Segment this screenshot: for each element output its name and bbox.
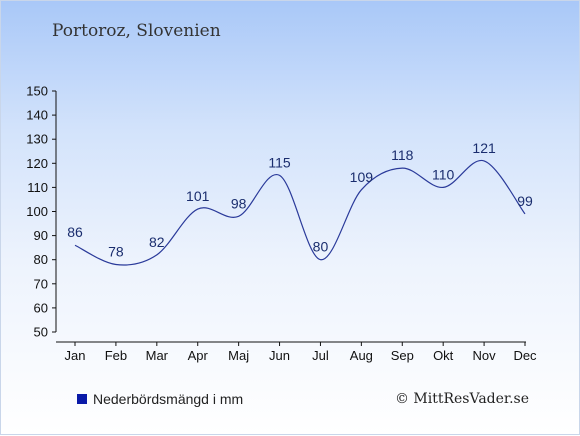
- y-tick-label: 90: [34, 228, 48, 243]
- x-tick-label: Dec: [513, 348, 537, 363]
- y-tick-label: 50: [34, 325, 48, 340]
- y-tick-label: 130: [26, 132, 48, 147]
- x-tick-label: Apr: [188, 348, 209, 363]
- data-label: 121: [472, 140, 496, 156]
- legend-swatch: [77, 394, 87, 404]
- x-tick-label: Sep: [391, 348, 414, 363]
- x-tick-label: Maj: [228, 348, 249, 363]
- x-ticks: Jan Feb Mar Apr Maj Jun Jul Aug Sep Okt Nov Dec: [65, 342, 537, 363]
- legend-label: Nederbördsmängd i mm: [93, 391, 244, 407]
- y-tick-label: 110: [27, 180, 48, 195]
- series-line: [74, 160, 526, 266]
- data-label: 99: [517, 193, 533, 209]
- y-tick-label: 150: [26, 84, 48, 99]
- data-label: 118: [391, 147, 414, 163]
- y-ticks: 50 60 70 80 90 100 110 120 130 140 150: [26, 84, 56, 340]
- y-tick-label: 120: [26, 156, 48, 171]
- x-tick-label: Jul: [312, 348, 329, 363]
- y-tick-label: 140: [26, 108, 48, 123]
- x-tick-label: Jun: [269, 348, 290, 363]
- data-label: 86: [67, 224, 83, 240]
- data-label: 109: [350, 169, 374, 185]
- x-tick-label: Aug: [350, 348, 373, 363]
- y-tick-label: 80: [34, 252, 48, 267]
- data-label: 98: [231, 195, 247, 211]
- x-tick-label: Feb: [105, 348, 127, 363]
- data-labels: 86 78 82 101 98 115 80 109 118 110 121 99: [67, 140, 533, 260]
- y-tick-label: 100: [26, 204, 48, 219]
- data-label: 80: [313, 239, 329, 255]
- data-label: 82: [149, 234, 165, 250]
- legend: Nederbördsmängd i mm: [77, 391, 243, 407]
- data-label: 115: [268, 154, 291, 170]
- x-tick-label: Jan: [65, 348, 86, 363]
- x-tick-label: Nov: [473, 348, 497, 363]
- data-label: 101: [186, 188, 210, 204]
- copyright-text: © MittResVader.se: [394, 391, 529, 407]
- data-label: 78: [108, 244, 124, 260]
- x-tick-label: Mar: [146, 348, 169, 363]
- data-label: 110: [432, 166, 455, 182]
- chart-title: Portoroz, Slovenien: [52, 21, 221, 41]
- y-tick-label: 70: [34, 276, 48, 291]
- y-tick-label: 60: [34, 300, 48, 315]
- x-tick-label: Okt: [433, 348, 454, 363]
